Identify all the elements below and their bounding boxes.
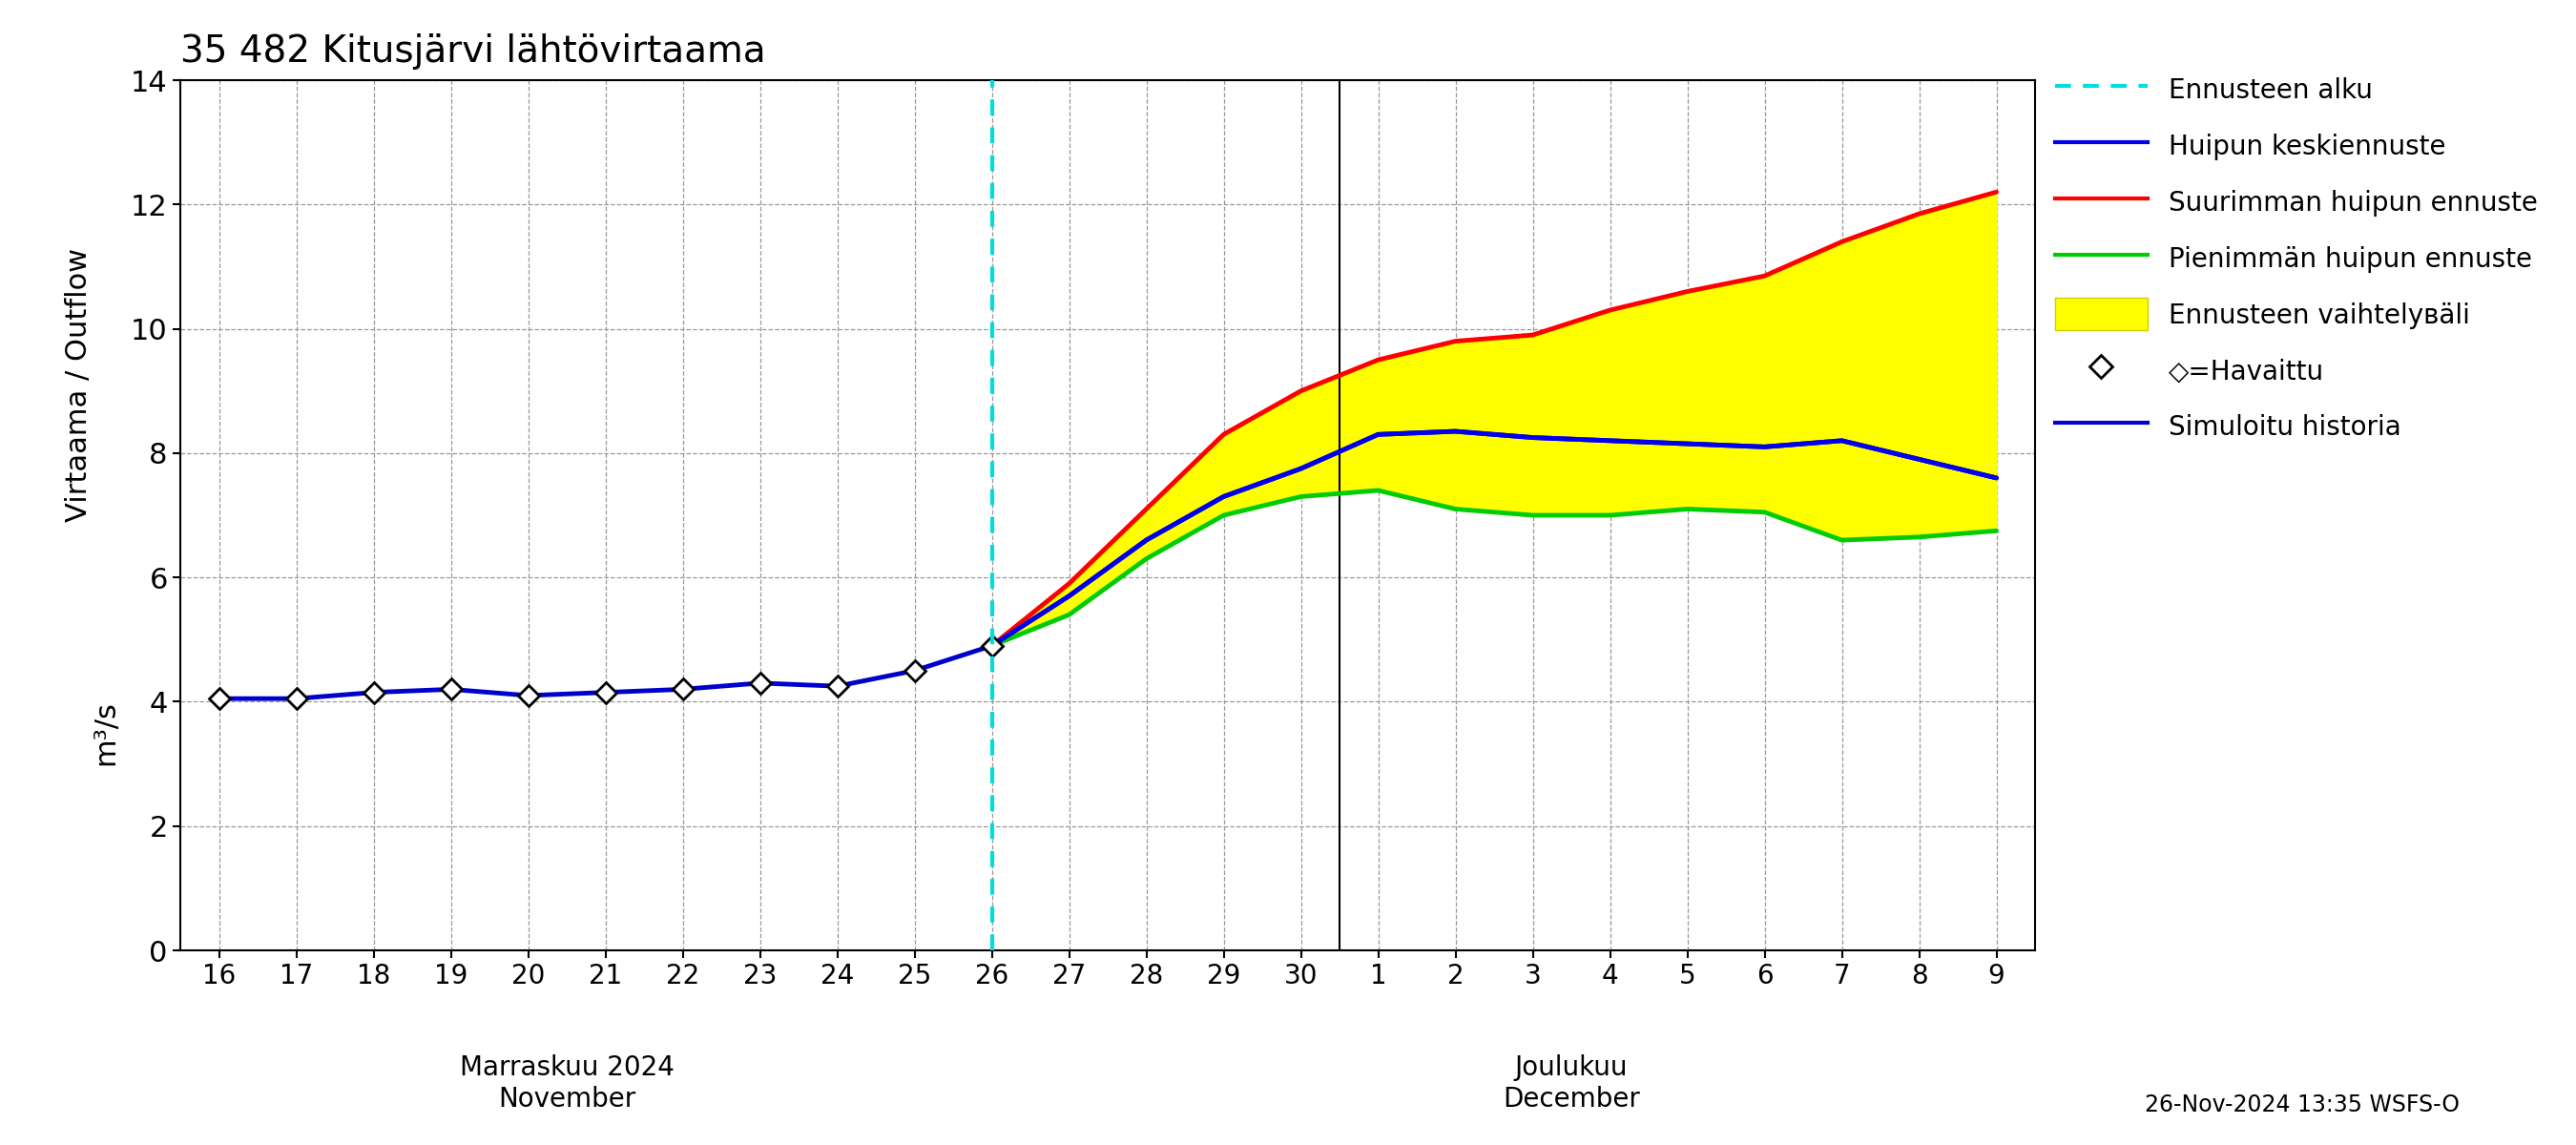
Text: Marraskuu 2024
November: Marraskuu 2024 November [459,1055,675,1113]
Text: Joulukuu
December: Joulukuu December [1502,1055,1641,1113]
Text: 35 482 Kitusjärvi lähtövirtaama: 35 482 Kitusjärvi lähtövirtaama [180,33,765,69]
Text: Virtaama / Outflow: Virtaama / Outflow [64,247,93,522]
Legend: Ennusteen alku, Huipun keskiennuste, Suurimman huipun ennuste, Pienimmän huipun : Ennusteen alku, Huipun keskiennuste, Suu… [2045,63,2548,453]
Text: 26-Nov-2024 13:35 WSFS-O: 26-Nov-2024 13:35 WSFS-O [2146,1093,2460,1116]
Text: m³/s: m³/s [93,701,121,765]
